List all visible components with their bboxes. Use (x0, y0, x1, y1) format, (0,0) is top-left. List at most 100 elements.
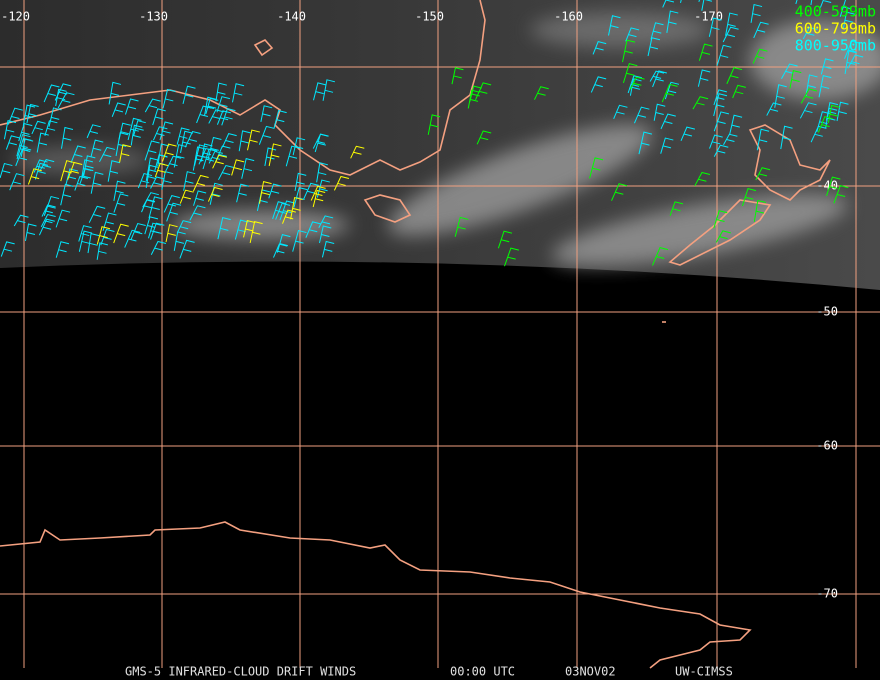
wind-barb (285, 145, 300, 167)
wind-barb (144, 140, 160, 161)
wind-barb (799, 102, 817, 119)
wind-barb (3, 120, 17, 140)
wind-barb (638, 131, 653, 155)
wind-barb (697, 69, 711, 87)
wind-barb (111, 102, 126, 117)
wind-barb (212, 154, 227, 169)
wind-barb (208, 150, 223, 164)
wind-barb (232, 83, 245, 103)
wind-barb (119, 144, 132, 163)
wind-barb (827, 104, 840, 123)
longitude-label: -170 (694, 10, 723, 24)
wind-barb (825, 102, 839, 121)
wind-barb (86, 124, 101, 139)
wind-barb (118, 122, 131, 141)
wind-barb (259, 180, 272, 204)
wind-barb (55, 209, 71, 228)
wind-barb (31, 120, 46, 135)
wind-barb (732, 84, 746, 99)
wind-barb (826, 176, 841, 197)
wind-barb (113, 223, 129, 244)
wind-barb (7, 107, 23, 125)
wind-barb (318, 225, 332, 244)
wind-barb (16, 134, 31, 157)
wind-barb (844, 50, 857, 74)
wind-barb (192, 174, 209, 192)
wind-barb (43, 84, 60, 103)
wind-barb (715, 230, 731, 243)
latitude-label: -50 (816, 305, 838, 319)
wind-barb (90, 171, 104, 194)
wind-barb (755, 167, 771, 181)
footer: GMS-5 INFRARED-CLOUD DRIFT WINDS 00:00 U… (125, 665, 733, 679)
wind-barb (162, 143, 177, 162)
wind-barb (102, 212, 117, 231)
latitude-label: -60 (816, 439, 838, 453)
wind-barb (713, 144, 729, 157)
wind-barb (144, 216, 159, 235)
footer-title: GMS-5 INFRARED-CLOUD DRIFT WINDS (125, 665, 356, 679)
wind-barb (241, 158, 255, 179)
wind-barb (709, 134, 723, 149)
wind-barb (305, 221, 321, 238)
wind-barb (633, 106, 650, 124)
longitude-label: -160 (554, 10, 583, 24)
wind-barb (817, 116, 833, 133)
wind-barb (43, 195, 60, 216)
wind-barb (666, 10, 679, 33)
wind-barb (652, 70, 667, 88)
wind-barb (742, 187, 757, 207)
wind-barb (713, 210, 728, 229)
wind-barb (44, 120, 58, 136)
wind-barb (78, 230, 93, 252)
wind-barb (622, 39, 636, 63)
wind-barb (303, 182, 319, 200)
wind-barb (789, 70, 802, 89)
wind-barb (238, 130, 251, 152)
wind-barb (592, 41, 607, 55)
wind-barb (189, 205, 206, 221)
wind-barb (144, 98, 161, 113)
wind-barb (150, 176, 165, 189)
wind-barb (294, 172, 307, 192)
wind-barb (27, 168, 42, 185)
wind-barb (9, 173, 25, 191)
wind-barb (625, 27, 640, 42)
wind-barb (774, 84, 787, 108)
wind-barb (629, 76, 645, 90)
wind-barb (78, 225, 92, 242)
wind-barb (847, 54, 864, 69)
wind-barb (209, 182, 223, 205)
wind-barb (54, 83, 72, 101)
wind-barb (622, 63, 638, 84)
footer-source: UW-CIMSS (675, 665, 733, 679)
wind-barb (333, 175, 350, 191)
wind-barb (60, 126, 74, 149)
wind-barb (820, 58, 834, 75)
wind-barb (713, 89, 727, 106)
legend-entry: 400-599mb (795, 3, 876, 21)
wind-barb (38, 218, 55, 236)
wind-barb (108, 81, 122, 105)
wind-barb (165, 224, 178, 243)
wind-barb (217, 217, 231, 240)
wind-barb (55, 88, 67, 107)
footer-time: 00:00 UTC (450, 665, 515, 679)
wind-barb (290, 196, 303, 220)
wind-barb (350, 145, 365, 159)
latitude-label: -40 (816, 179, 838, 193)
wind-barb (36, 132, 49, 153)
wind-barb (179, 189, 194, 204)
wind-barb (839, 0, 852, 17)
wind-barb (534, 86, 549, 100)
wind-barb (192, 146, 206, 171)
wind-barb (231, 159, 245, 176)
legend-entry: 800-950mb (795, 37, 876, 55)
wind-barb (124, 229, 141, 248)
wind-barb (800, 88, 818, 104)
wind-barb (454, 216, 469, 237)
wind-barb (753, 199, 766, 222)
wind-barb (247, 129, 260, 151)
wind-barb (236, 183, 249, 203)
coastlines (0, 0, 831, 669)
